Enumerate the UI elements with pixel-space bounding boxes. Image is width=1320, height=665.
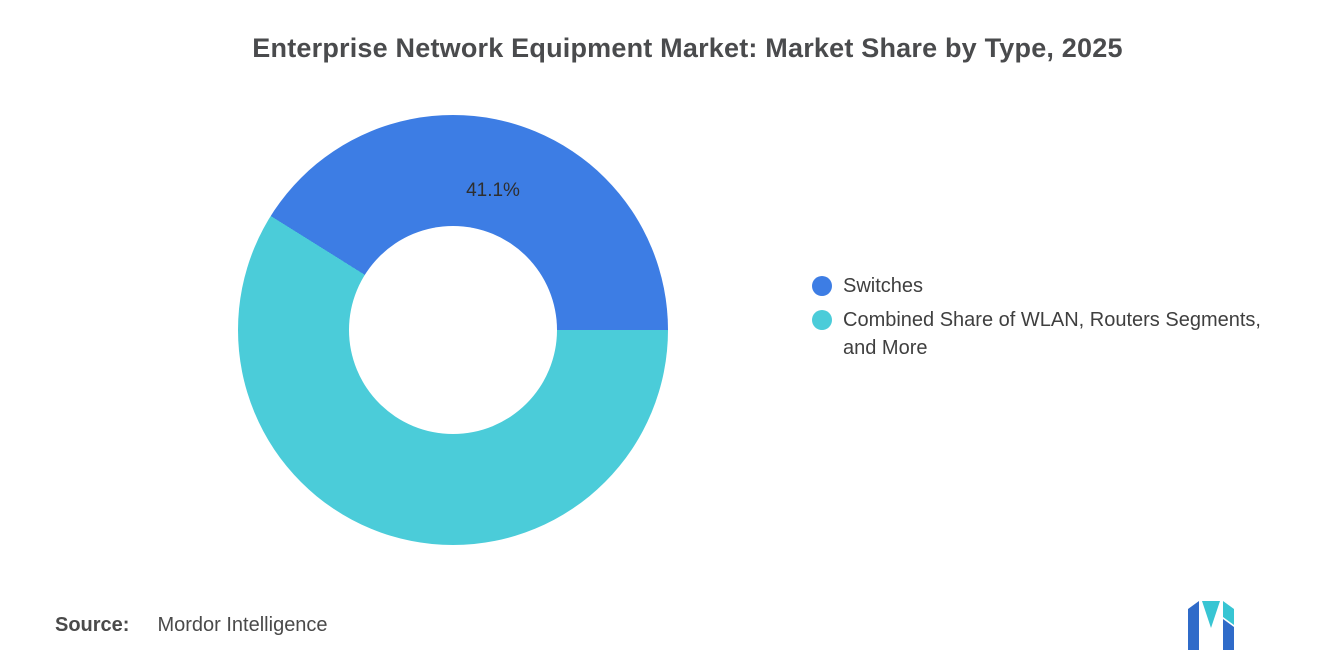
legend-swatch-combined — [812, 310, 832, 330]
slice-value-label: 41.1% — [466, 179, 520, 201]
legend: Switches Combined Share of WLAN, Routers… — [812, 272, 1293, 368]
legend-swatch-switches — [812, 276, 832, 296]
legend-item-combined: Combined Share of WLAN, Routers Segments… — [812, 306, 1293, 362]
chart-title: Enterprise Network Equipment Market: Mar… — [252, 33, 1123, 63]
source-label: Source: — [55, 614, 130, 636]
legend-label-combined: Combined Share of WLAN, Routers Segments… — [843, 309, 1261, 359]
mordor-intelligence-logo — [1188, 601, 1234, 650]
donut-chart: 41.1% — [238, 115, 668, 545]
source: Source: Mordor Intelligence — [55, 614, 328, 637]
legend-label-switches: Switches — [843, 275, 924, 297]
legend-item-switches: Switches — [812, 272, 1293, 300]
source-value: Mordor Intelligence — [157, 614, 328, 636]
donut-hole — [349, 226, 557, 434]
